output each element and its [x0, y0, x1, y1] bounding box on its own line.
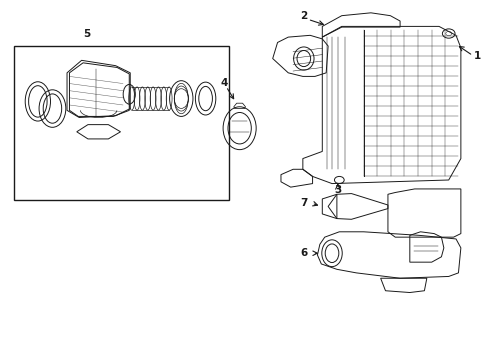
Text: 2: 2 [300, 12, 307, 21]
Text: 4: 4 [220, 78, 227, 88]
Text: 1: 1 [473, 51, 480, 61]
Text: 6: 6 [300, 248, 307, 258]
Text: 5: 5 [82, 28, 90, 39]
Bar [14, 46, 228, 200]
Text: 3: 3 [333, 185, 341, 195]
Text: 7: 7 [300, 198, 307, 208]
